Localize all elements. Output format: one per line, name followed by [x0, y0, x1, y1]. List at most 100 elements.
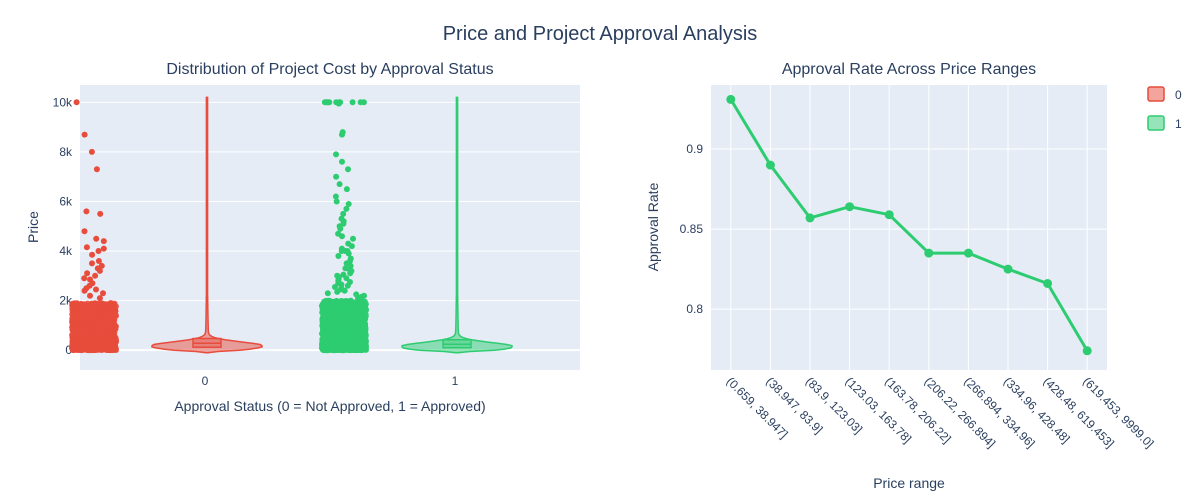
approval-rate-point[interactable] [765, 160, 775, 170]
data-point [84, 309, 91, 316]
right-x-tick-label: (428.48, 619.453] [1040, 374, 1116, 450]
data-point [76, 307, 83, 314]
outlier-point [93, 235, 100, 242]
approval-rate-point[interactable] [884, 210, 894, 220]
right-gridlines [711, 85, 1107, 370]
outlier-point [333, 173, 340, 180]
legend-swatch [1147, 115, 1165, 131]
data-point [348, 335, 355, 342]
outlier-point [89, 260, 95, 267]
legend-item-0[interactable]: 0 [1147, 86, 1182, 102]
data-point [350, 302, 357, 309]
data-point [355, 315, 362, 322]
violin-body[interactable] [401, 96, 513, 354]
data-point [350, 329, 356, 336]
outlier-point [95, 258, 102, 264]
approval-rate-line[interactable] [729, 98, 1089, 352]
data-point [360, 326, 367, 332]
data-point [342, 319, 349, 326]
outlier-point [349, 99, 356, 106]
approval-rate-point[interactable] [1003, 264, 1013, 274]
outlier-point [335, 253, 342, 259]
data-point [110, 345, 117, 352]
data-point [336, 325, 343, 332]
outlier-point [337, 225, 344, 232]
outlier-point [100, 290, 106, 297]
outlier-point [334, 288, 341, 295]
approval-rate-point[interactable] [805, 213, 815, 223]
outlier-point [341, 287, 348, 294]
data-point [336, 310, 343, 317]
figure-title: Price and Project Approval Analysis [443, 23, 758, 45]
data-point [95, 334, 102, 341]
left-y-tick-label: 0 [65, 343, 72, 357]
data-point [84, 303, 91, 310]
left-violin-marks[interactable] [69, 96, 513, 354]
data-point [342, 310, 349, 317]
right-plot-area[interactable] [711, 85, 1107, 370]
violin-body[interactable] [151, 96, 263, 354]
outlier-point [336, 181, 343, 188]
outlier-point [338, 248, 345, 254]
data-point [83, 332, 90, 339]
outlier-point [93, 166, 100, 173]
data-point [340, 330, 347, 337]
outlier-point [93, 286, 99, 293]
data-point [69, 311, 76, 318]
data-point [109, 339, 116, 346]
data-point [71, 337, 77, 343]
outlier-point [331, 284, 338, 290]
outlier-point [345, 201, 352, 207]
outlier-point [343, 186, 350, 193]
data-point [327, 343, 334, 350]
approval-rate-point[interactable] [1043, 279, 1053, 288]
legend-label: 0 [1175, 88, 1182, 102]
data-point [112, 326, 119, 332]
outlier-point [350, 235, 356, 242]
right-line-marks[interactable] [726, 94, 1092, 356]
approval-rate-point[interactable] [963, 248, 973, 258]
data-point [351, 309, 357, 316]
violin-group-0[interactable] [69, 96, 263, 354]
outlier-point [88, 148, 95, 155]
outlier-point [333, 198, 340, 205]
left-y-tick-label: 8k [59, 145, 73, 159]
approval-rate-point[interactable] [845, 202, 855, 212]
approval-rate-point[interactable] [1082, 346, 1092, 356]
data-point [74, 345, 81, 352]
data-point [350, 325, 357, 332]
left-x-tick-label: 1 [452, 374, 459, 388]
approval-rate-point[interactable] [726, 94, 736, 104]
data-point [358, 346, 365, 353]
legend-label: 1 [1175, 117, 1182, 131]
outlier-point [333, 151, 339, 158]
legend-item-1[interactable]: 1 [1147, 115, 1182, 131]
outlier-point [332, 193, 339, 200]
left-y-axis-label: Price [25, 211, 41, 243]
data-point [319, 338, 326, 345]
outlier-point [96, 267, 103, 274]
outlier-point [345, 166, 351, 173]
data-point [358, 299, 365, 306]
data-point [108, 307, 115, 314]
left-subplot-title: Distribution of Project Cost by Approval… [166, 61, 493, 78]
data-point [330, 327, 336, 334]
right-x-axis-label: Price range [873, 475, 945, 491]
left-y-tick-label: 4k [59, 244, 73, 258]
data-point [102, 303, 109, 310]
outlier-point [348, 243, 355, 250]
data-point [90, 319, 97, 326]
data-point [329, 312, 336, 319]
outlier-point [73, 99, 80, 106]
left-y-tick-label: 10k [53, 95, 73, 109]
data-point [329, 333, 336, 340]
approval-rate-point[interactable] [924, 248, 934, 258]
data-point [333, 298, 340, 304]
outlier-point [339, 233, 345, 240]
data-point [362, 330, 369, 337]
data-point [83, 325, 90, 332]
data-point [361, 304, 368, 311]
violin-group-1[interactable] [319, 96, 513, 354]
